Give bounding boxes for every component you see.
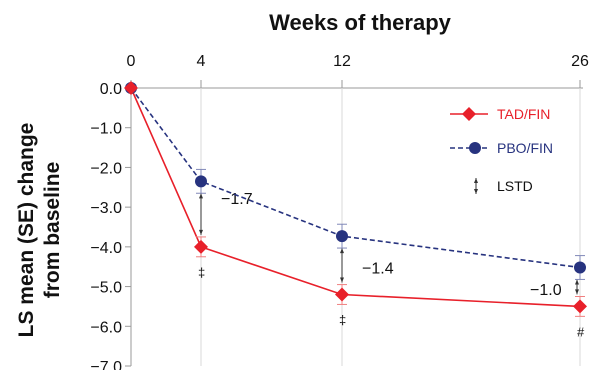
lstd-value-label: −1.0 [530,282,562,299]
y-axis-label-line2: from baseline [41,162,64,299]
axes: 0 4 12 26 0.0 −1.0 −2.0 −3.0 −4.0 −5.0 −6.0 −7.0 [90,53,589,370]
y-tick-label: −4.0 [90,240,122,257]
y-tick-label: −2.0 [90,160,122,177]
data-point-diamond [124,81,138,95]
y-axis-label-line1: LS mean (SE) change [15,123,38,338]
lstd-arrow-head-down [575,289,579,295]
legend-lstd-arrow-head-down [474,189,478,194]
significance-symbol: # [577,324,585,339]
data-point-diamond [194,239,208,254]
y-tick-label: −6.0 [90,319,122,336]
y-tick-label: −7.0 [90,359,122,370]
lstd-arrow-head-up [199,193,203,199]
y-tick-label: −5.0 [90,280,122,297]
data-point-diamond [335,287,349,302]
x-tick-label: 0 [127,53,136,70]
lstd-arrow-head-down [199,229,203,235]
data-point-diamond [573,299,587,314]
x-tick-label: 26 [571,53,589,70]
legend-label: TAD/FIN [497,106,550,122]
lstd-arrow-head-up [575,279,579,285]
lstd-arrow-head-up [340,248,344,254]
x-tick-label: 12 [333,53,351,70]
y-tick-label: −1.0 [90,121,122,138]
series-line [130,87,581,308]
series-group [124,81,587,317]
legend-marker-diamond [462,107,476,121]
data-point-circle [336,230,348,243]
x-tick-label: 4 [197,53,206,70]
y-tick-label: −3.0 [90,200,122,217]
legend-lstd-arrow-head-up [474,178,478,183]
chart-title: Weeks of therapy [269,10,452,35]
lstd-arrow-head-down [340,277,344,283]
y-axis-label: LS mean (SE) change from baseline [15,123,64,338]
legend-marker-circle [469,142,481,154]
series-line [130,87,581,269]
significance-symbol: ‡ [198,265,205,280]
y-tick-label: 0.0 [100,81,122,98]
lstd-arrows: −1.7 ‡ −1.4 ‡ −1.0 # [198,191,585,339]
data-point-circle [195,175,207,188]
lstd-value-label: −1.4 [362,260,394,277]
legend: TAD/FIN PBO/FIN LSTD [450,106,553,194]
legend-label: PBO/FIN [497,140,553,156]
significance-symbol: ‡ [339,313,346,328]
lstd-value-label: −1.7 [221,191,253,208]
data-point-circle [574,261,586,274]
legend-label: LSTD [497,178,533,194]
